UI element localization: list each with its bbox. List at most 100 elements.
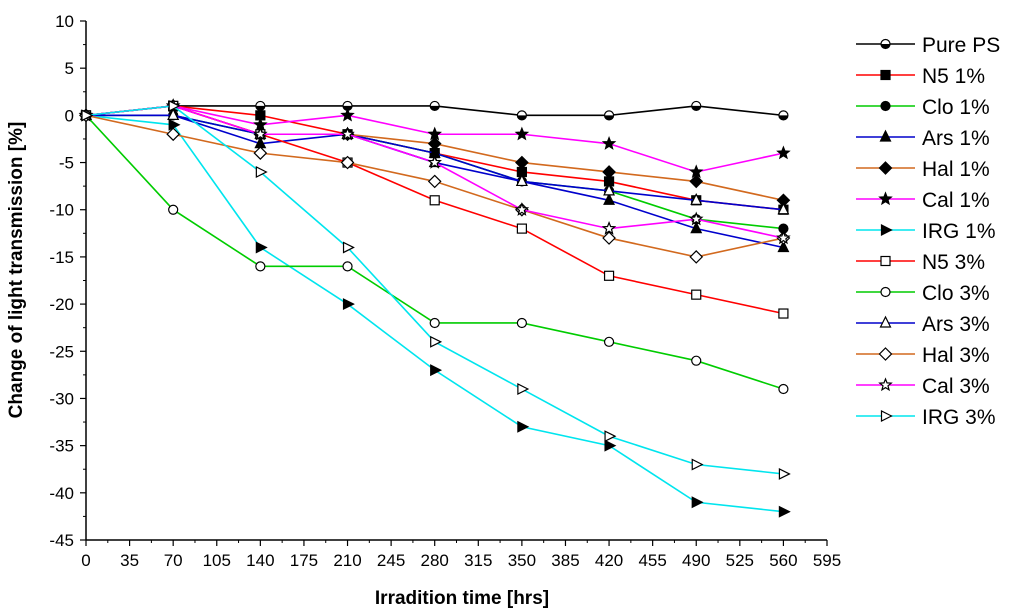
data-point bbox=[603, 270, 615, 281]
data-point bbox=[253, 126, 268, 141]
data-point bbox=[603, 192, 616, 205]
data-point bbox=[689, 174, 704, 189]
data-point bbox=[601, 136, 617, 150]
legend-label: Ars 3% bbox=[922, 313, 990, 336]
legend-marker bbox=[879, 315, 892, 328]
data-point bbox=[603, 336, 615, 347]
y-axis-title: Change of light transmission [%] bbox=[6, 122, 27, 419]
data-point bbox=[427, 154, 442, 169]
data-point bbox=[778, 467, 791, 480]
series-irg-3- bbox=[81, 99, 791, 480]
legend-marker bbox=[880, 100, 891, 112]
legend-item: Hal 3% bbox=[856, 344, 990, 367]
series-irg-1- bbox=[81, 109, 791, 518]
legend-item: Cal 3% bbox=[856, 375, 990, 398]
data-point bbox=[688, 211, 704, 226]
legend-item: Hal 1% bbox=[856, 158, 990, 181]
data-point bbox=[778, 383, 789, 395]
data-point bbox=[690, 192, 703, 205]
y-tick-label: -40 bbox=[49, 484, 74, 503]
data-point bbox=[602, 165, 616, 179]
data-point bbox=[166, 127, 181, 142]
legend-item: Clo 1% bbox=[856, 96, 990, 119]
data-point bbox=[688, 164, 704, 179]
data-point bbox=[516, 110, 527, 121]
data-point bbox=[340, 107, 355, 122]
data-point bbox=[430, 364, 443, 377]
legend-marker bbox=[880, 69, 891, 81]
data-point bbox=[514, 126, 530, 141]
legend-marker bbox=[878, 377, 893, 392]
x-tick-label: 35 bbox=[120, 551, 139, 570]
data-point bbox=[689, 250, 704, 264]
y-tick-label: -30 bbox=[49, 389, 74, 408]
data-point bbox=[778, 308, 789, 319]
x-tick-label: 350 bbox=[508, 551, 536, 570]
x-tick-label: 70 bbox=[164, 551, 183, 570]
series-line bbox=[85, 105, 784, 239]
data-point bbox=[168, 99, 181, 112]
data-point bbox=[167, 108, 180, 120]
data-point bbox=[516, 317, 527, 329]
legend-label: IRG 1% bbox=[922, 220, 996, 243]
legend-label: Clo 1% bbox=[922, 96, 990, 119]
data-point bbox=[777, 240, 790, 253]
x-tick-label: 420 bbox=[595, 551, 623, 570]
legend-marker bbox=[880, 410, 893, 422]
data-point bbox=[603, 110, 615, 121]
data-point bbox=[168, 204, 179, 215]
data-point bbox=[603, 183, 616, 196]
data-point bbox=[342, 298, 355, 311]
y-tick-label: -10 bbox=[49, 201, 74, 220]
y-tick-label: -5 bbox=[59, 154, 74, 173]
legend-label: Hal 1% bbox=[922, 158, 990, 181]
chart-series bbox=[78, 98, 791, 518]
data-point bbox=[430, 335, 443, 348]
data-point bbox=[515, 174, 528, 187]
data-point bbox=[253, 146, 268, 160]
x-tick-label: 0 bbox=[81, 551, 90, 570]
chart-axes bbox=[85, 21, 827, 541]
legend-marker bbox=[880, 255, 891, 267]
data-point bbox=[514, 202, 530, 216]
data-point bbox=[604, 439, 617, 452]
data-point bbox=[429, 195, 440, 206]
data-point bbox=[515, 155, 529, 170]
data-point bbox=[517, 383, 530, 395]
data-point bbox=[691, 355, 702, 366]
x-tick-label: 490 bbox=[682, 551, 710, 570]
chart-legend: Pure PS N5 1% Clo 1% Ars 1% Hal 1% Cal 1% IRG … bbox=[856, 34, 1000, 429]
x-tick-label: 105 bbox=[203, 551, 231, 570]
y-tick-label: -15 bbox=[49, 248, 74, 267]
data-point bbox=[778, 110, 789, 121]
data-point bbox=[691, 458, 704, 471]
x-tick-label: 140 bbox=[246, 551, 274, 570]
data-point bbox=[340, 126, 355, 141]
y-tick-label: -35 bbox=[49, 437, 74, 456]
legend-item: IRG 3% bbox=[856, 406, 996, 429]
data-point bbox=[776, 230, 791, 245]
legend-label: N5 3% bbox=[922, 251, 985, 274]
legend-item: Clo 3% bbox=[856, 282, 990, 305]
legend-item: Pure PS bbox=[856, 34, 1000, 57]
legend-label: Hal 3% bbox=[922, 344, 990, 367]
data-point bbox=[691, 496, 704, 509]
legend-item: IRG 1% bbox=[856, 220, 996, 243]
legend-item: Ars 1% bbox=[856, 127, 990, 150]
legend-item: Ars 3% bbox=[856, 313, 990, 336]
data-point bbox=[778, 505, 791, 518]
y-tick-label: 5 bbox=[65, 59, 74, 78]
legend-label: Clo 3% bbox=[922, 282, 990, 305]
legend-marker bbox=[879, 129, 892, 142]
data-point bbox=[602, 231, 616, 245]
legend-marker bbox=[880, 286, 891, 298]
data-point bbox=[776, 145, 791, 160]
data-point bbox=[429, 100, 440, 112]
y-tick-label: 0 bbox=[65, 106, 74, 125]
data-point bbox=[777, 202, 790, 215]
y-axis-ticks: 10 5 0 -5 -10 -15 -20 -25 -30 -35 -40 -45 bbox=[49, 12, 86, 550]
x-tick-label: 175 bbox=[290, 551, 318, 570]
data-point bbox=[427, 126, 442, 141]
x-tick-label: 525 bbox=[726, 551, 754, 570]
